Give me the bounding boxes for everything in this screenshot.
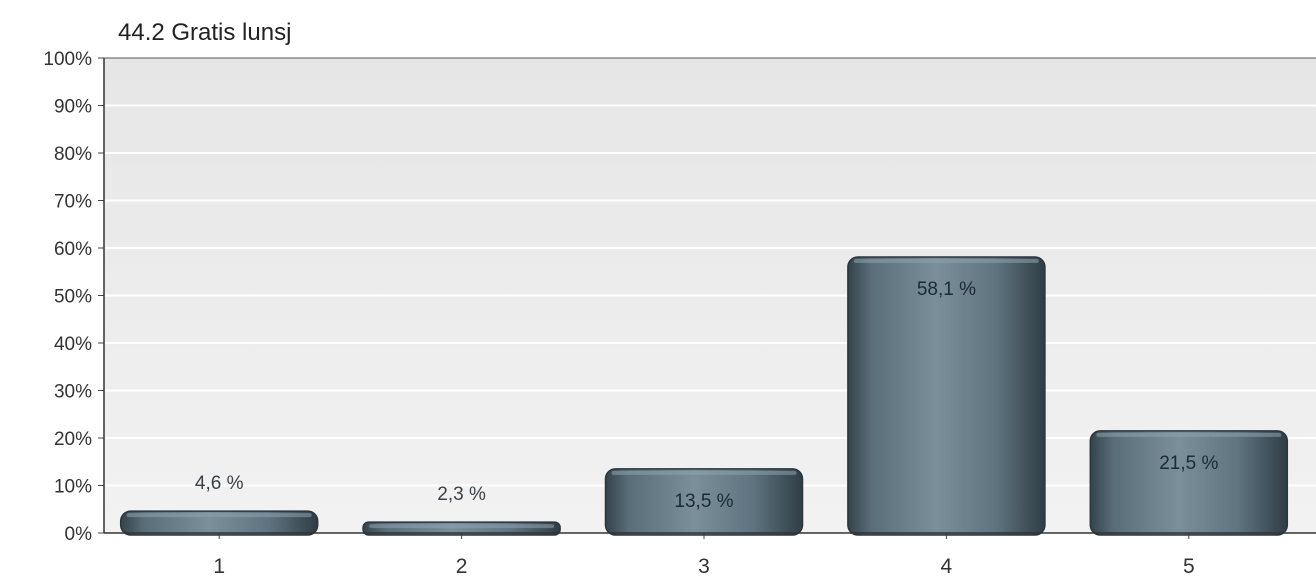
y-tick-label: 90% — [54, 97, 92, 118]
bar-highlight — [126, 513, 312, 518]
y-tick-label: 0% — [65, 524, 93, 545]
y-tick-label: 80% — [54, 144, 92, 165]
y-tick-label: 40% — [54, 334, 92, 355]
y-axis-ticks: 0% 10% 20% 30% 40% 50% 60% 70% 80% 90% 100% — [43, 49, 104, 545]
axes — [103, 57, 1316, 534]
x-axis-ticks: 1 2 3 4 5 — [213, 533, 1195, 578]
y-tick-label: 20% — [54, 429, 92, 450]
x-tick-label: 5 — [1183, 555, 1195, 578]
y-tick-label: 60% — [54, 239, 92, 260]
data-label: 4,6 % — [195, 473, 244, 494]
bar — [1089, 430, 1289, 536]
data-label: 58,1 % — [917, 279, 976, 300]
data-label: 21,5 % — [1159, 453, 1218, 474]
y-tick-label: 30% — [54, 382, 92, 403]
y-tick-label: 100% — [43, 49, 92, 70]
x-tick-label: 2 — [456, 555, 468, 578]
bar-highlight — [611, 470, 797, 475]
y-tick-label: 50% — [54, 287, 92, 308]
gridlines — [104, 104, 1316, 487]
bar-highlight — [369, 524, 555, 529]
y-tick-label: 10% — [54, 477, 92, 498]
data-label: 2,3 % — [437, 484, 486, 505]
bar-highlight — [1096, 432, 1282, 437]
y-tick-label: 70% — [54, 192, 92, 213]
chart-title: 44.2 Gratis lunsj — [118, 19, 291, 46]
x-tick-label: 3 — [698, 555, 710, 578]
x-tick-label: 1 — [213, 555, 225, 578]
bar-highlight — [853, 259, 1039, 264]
data-label: 13,5 % — [674, 491, 733, 512]
data-labels: 4,6 % 2,3 % 13,5 % 58,1 % 21,5 % — [195, 279, 1219, 512]
bars — [119, 256, 1289, 536]
x-tick-label: 4 — [941, 555, 953, 578]
